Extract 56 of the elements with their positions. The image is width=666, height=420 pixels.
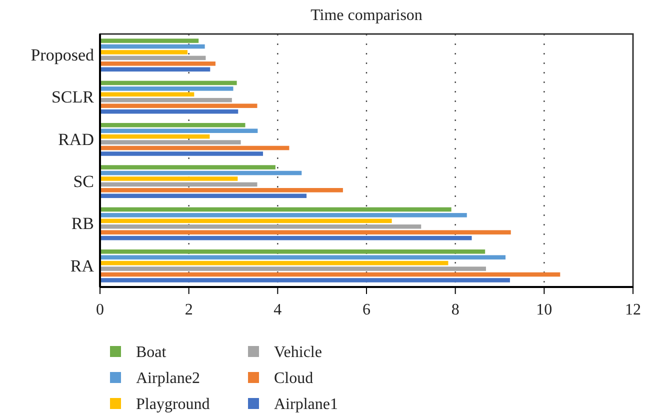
bar	[100, 230, 511, 234]
bar	[100, 272, 560, 277]
bar	[100, 92, 194, 97]
chart-title: Time comparison	[310, 7, 422, 24]
bar	[100, 236, 472, 240]
bar	[100, 278, 510, 282]
legend-label: Vehicle	[274, 344, 322, 361]
bar	[100, 188, 343, 192]
y-tick-label: SCLR	[51, 88, 95, 107]
x-tick-label: 8	[451, 302, 460, 319]
y-tick-label: RA	[70, 256, 95, 276]
bar	[100, 207, 452, 212]
bar	[100, 182, 258, 187]
y-tick-label: RAD	[58, 130, 94, 149]
y-tick-label: SC	[73, 172, 94, 192]
bar	[100, 109, 238, 114]
bar	[100, 104, 258, 108]
bar	[100, 44, 205, 49]
bar	[100, 224, 422, 229]
x-tick-label: 6	[362, 302, 370, 319]
bar	[100, 67, 210, 72]
x-tick-label: 2	[184, 302, 193, 319]
bar	[100, 165, 276, 170]
bar	[100, 266, 486, 271]
legend-label: Cloud	[274, 370, 314, 387]
x-tick-label: 12	[625, 302, 641, 319]
bar	[100, 38, 199, 43]
bar	[100, 86, 234, 91]
bar	[100, 249, 486, 254]
bar	[100, 80, 237, 86]
bar	[100, 50, 188, 54]
bar	[100, 56, 206, 60]
x-tick-label: 0	[96, 302, 104, 319]
x-tick-label: 10	[536, 302, 552, 319]
bar	[100, 255, 506, 260]
bar	[100, 176, 238, 181]
legend-label: Airplane2	[136, 370, 200, 387]
legend-label: Boat	[136, 344, 167, 361]
y-tick-label: RB	[71, 214, 94, 234]
bar	[100, 194, 307, 198]
bar	[100, 213, 467, 218]
bar	[100, 260, 448, 266]
bar	[100, 128, 258, 133]
bar	[100, 98, 232, 102]
bar	[100, 146, 290, 150]
bar	[100, 152, 264, 156]
bar	[100, 140, 241, 144]
bar	[100, 218, 392, 224]
bar	[100, 134, 210, 139]
bar	[100, 122, 246, 128]
x-tick-label: 4	[274, 302, 282, 319]
legend-label: Playground	[136, 396, 210, 413]
bar	[100, 62, 216, 66]
y-tick-label: Proposed	[30, 46, 94, 65]
legend-label: Airplane1	[274, 396, 338, 413]
bar	[100, 170, 302, 176]
